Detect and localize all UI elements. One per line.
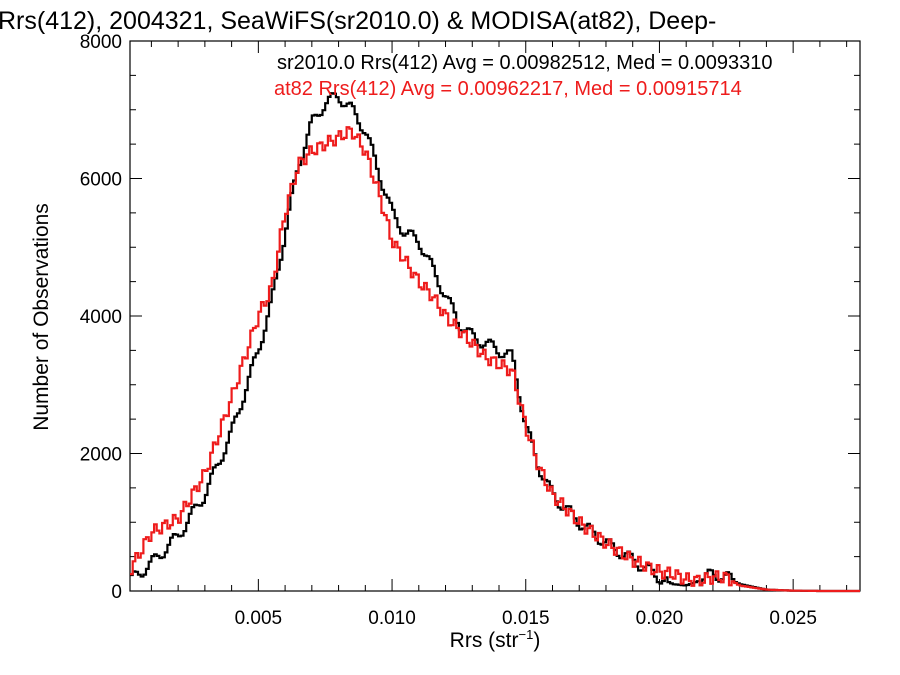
x-tick-label: 0.025 — [769, 608, 817, 629]
x-axis-label-superscript: −1 — [519, 627, 534, 642]
y-tick-label: 4000 — [80, 307, 122, 328]
y-tick-label: 6000 — [80, 170, 122, 191]
x-axis-label-close: ) — [533, 629, 540, 652]
y-tick-label: 8000 — [80, 32, 122, 53]
y-tick-label: 0 — [111, 582, 122, 603]
x-tick-label: 0.015 — [502, 608, 550, 629]
y-axis-label: Number of Observations — [30, 203, 53, 431]
series-line-sr2010-0 — [130, 92, 860, 593]
y-axis: 0 2000 4000 6000 8000 — [80, 32, 860, 603]
x-tick-label: 0.020 — [636, 608, 684, 629]
x-tick-label: 0.010 — [368, 608, 416, 629]
series-layer — [130, 92, 860, 593]
x-axis-label: Rrs (str−1) — [450, 627, 541, 652]
legend-entry-at82: at82 Rrs(412) Avg = 0.00962217, Med = 0.… — [274, 78, 742, 100]
legend-entry-sr2010: sr2010.0 Rrs(412) Avg = 0.00982512, Med … — [277, 52, 773, 74]
x-tick-label: 0.005 — [235, 608, 283, 629]
chart-title: Rrs(412), 2004321, SeaWiFS(sr2010.0) & M… — [0, 7, 716, 35]
series-line-at82 — [130, 126, 860, 593]
plot-frame — [129, 40, 861, 592]
x-axis: 0.005 0.010 0.015 0.020 0.025 — [150, 41, 848, 629]
x-axis-label-main: Rrs (str — [450, 629, 519, 652]
y-tick-label: 2000 — [80, 445, 122, 466]
